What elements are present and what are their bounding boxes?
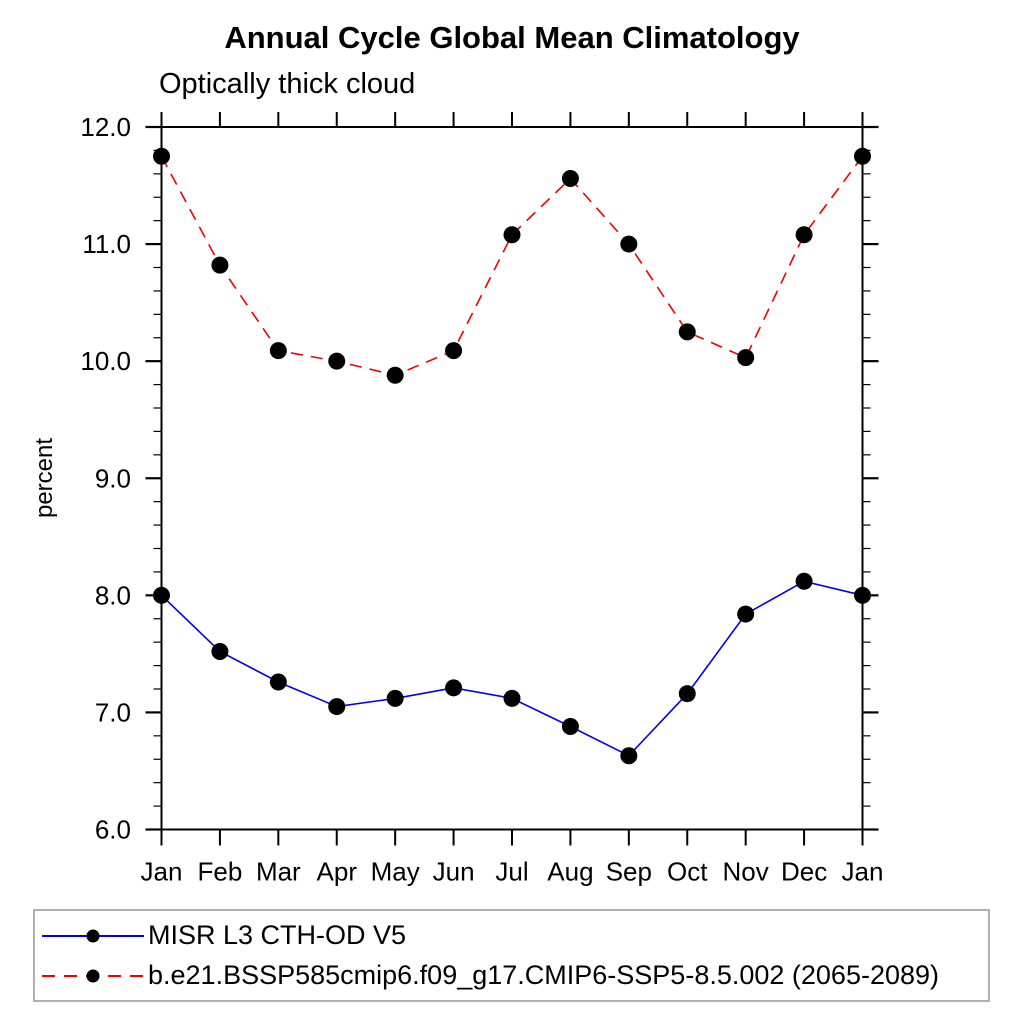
x-tick-label: Jan — [141, 857, 183, 887]
data-point-marker — [153, 147, 170, 165]
y-tick-label: 12.0 — [80, 112, 131, 142]
legend-item-misr: MISR L3 CTH-OD V5 — [39, 916, 988, 956]
legend-item-model: b.e21.BSSP585cmip6.f09_g17.CMIP6-SSP5-8.… — [39, 956, 988, 996]
data-point-marker — [445, 679, 463, 697]
x-tick-label: Oct — [667, 857, 708, 887]
series-line-1 — [160, 155, 864, 377]
data-point-marker — [620, 747, 638, 765]
data-point-marker — [795, 226, 813, 244]
chart-subtitle: Optically thick cloud — [159, 68, 416, 100]
x-tick-label: Nov — [723, 857, 769, 887]
data-point-marker — [678, 685, 696, 703]
x-tick-label: Mar — [256, 857, 301, 887]
chart-title: Annual Cycle Global Mean Climatology — [224, 20, 800, 55]
x-tick-label: Jul — [495, 857, 528, 887]
data-point-marker — [328, 352, 346, 370]
data-point-marker — [503, 226, 521, 244]
data-point-marker — [620, 235, 638, 253]
legend-swatch-dashed-line-icon — [42, 969, 144, 982]
y-tick-label: 11.0 — [82, 229, 131, 259]
data-point-marker — [153, 586, 170, 604]
x-tick-label: Jun — [433, 857, 475, 887]
data-point-marker — [386, 366, 404, 384]
y-tick-label: 7.0 — [95, 697, 131, 727]
data-point-marker — [328, 698, 346, 716]
legend-label-model: b.e21.BSSP585cmip6.f09_g17.CMIP6-SSP5-8.… — [148, 960, 940, 990]
data-point-marker — [854, 147, 871, 165]
data-point-marker — [737, 349, 755, 367]
data-point-marker — [269, 673, 287, 691]
chart-legend: MISR L3 CTH-OD V5 b.e21.BSSP585cmip6.f09… — [33, 909, 990, 1002]
x-tick-label: May — [371, 857, 420, 887]
y-tick-label: 9.0 — [95, 463, 131, 493]
legend-swatch-solid-line-icon — [42, 929, 144, 942]
x-tick-label: Feb — [198, 857, 243, 887]
data-point-marker — [503, 689, 521, 707]
data-point-marker — [737, 605, 755, 623]
x-tick-label: Apr — [317, 857, 358, 887]
y-tick-label: 6.0 — [95, 815, 131, 845]
x-tick-label: Dec — [781, 857, 827, 887]
legend-label-misr: MISR L3 CTH-OD V5 — [148, 920, 407, 950]
data-point-marker — [386, 689, 404, 707]
data-point-marker — [269, 342, 287, 360]
data-point-marker — [854, 586, 871, 604]
data-point-marker — [678, 323, 696, 341]
series-line-0 — [160, 580, 863, 757]
data-point-marker — [561, 717, 579, 735]
data-point-marker — [445, 342, 463, 360]
data-point-marker — [561, 170, 579, 188]
x-tick-label: Sep — [606, 857, 652, 887]
x-tick-label: Aug — [547, 857, 593, 887]
data-point-marker — [211, 643, 229, 661]
data-point-marker — [211, 256, 229, 274]
y-tick-label: 10.0 — [80, 346, 131, 376]
x-tick-label: Jan — [842, 857, 884, 887]
data-point-marker — [795, 572, 813, 590]
y-tick-label: 8.0 — [95, 580, 131, 610]
